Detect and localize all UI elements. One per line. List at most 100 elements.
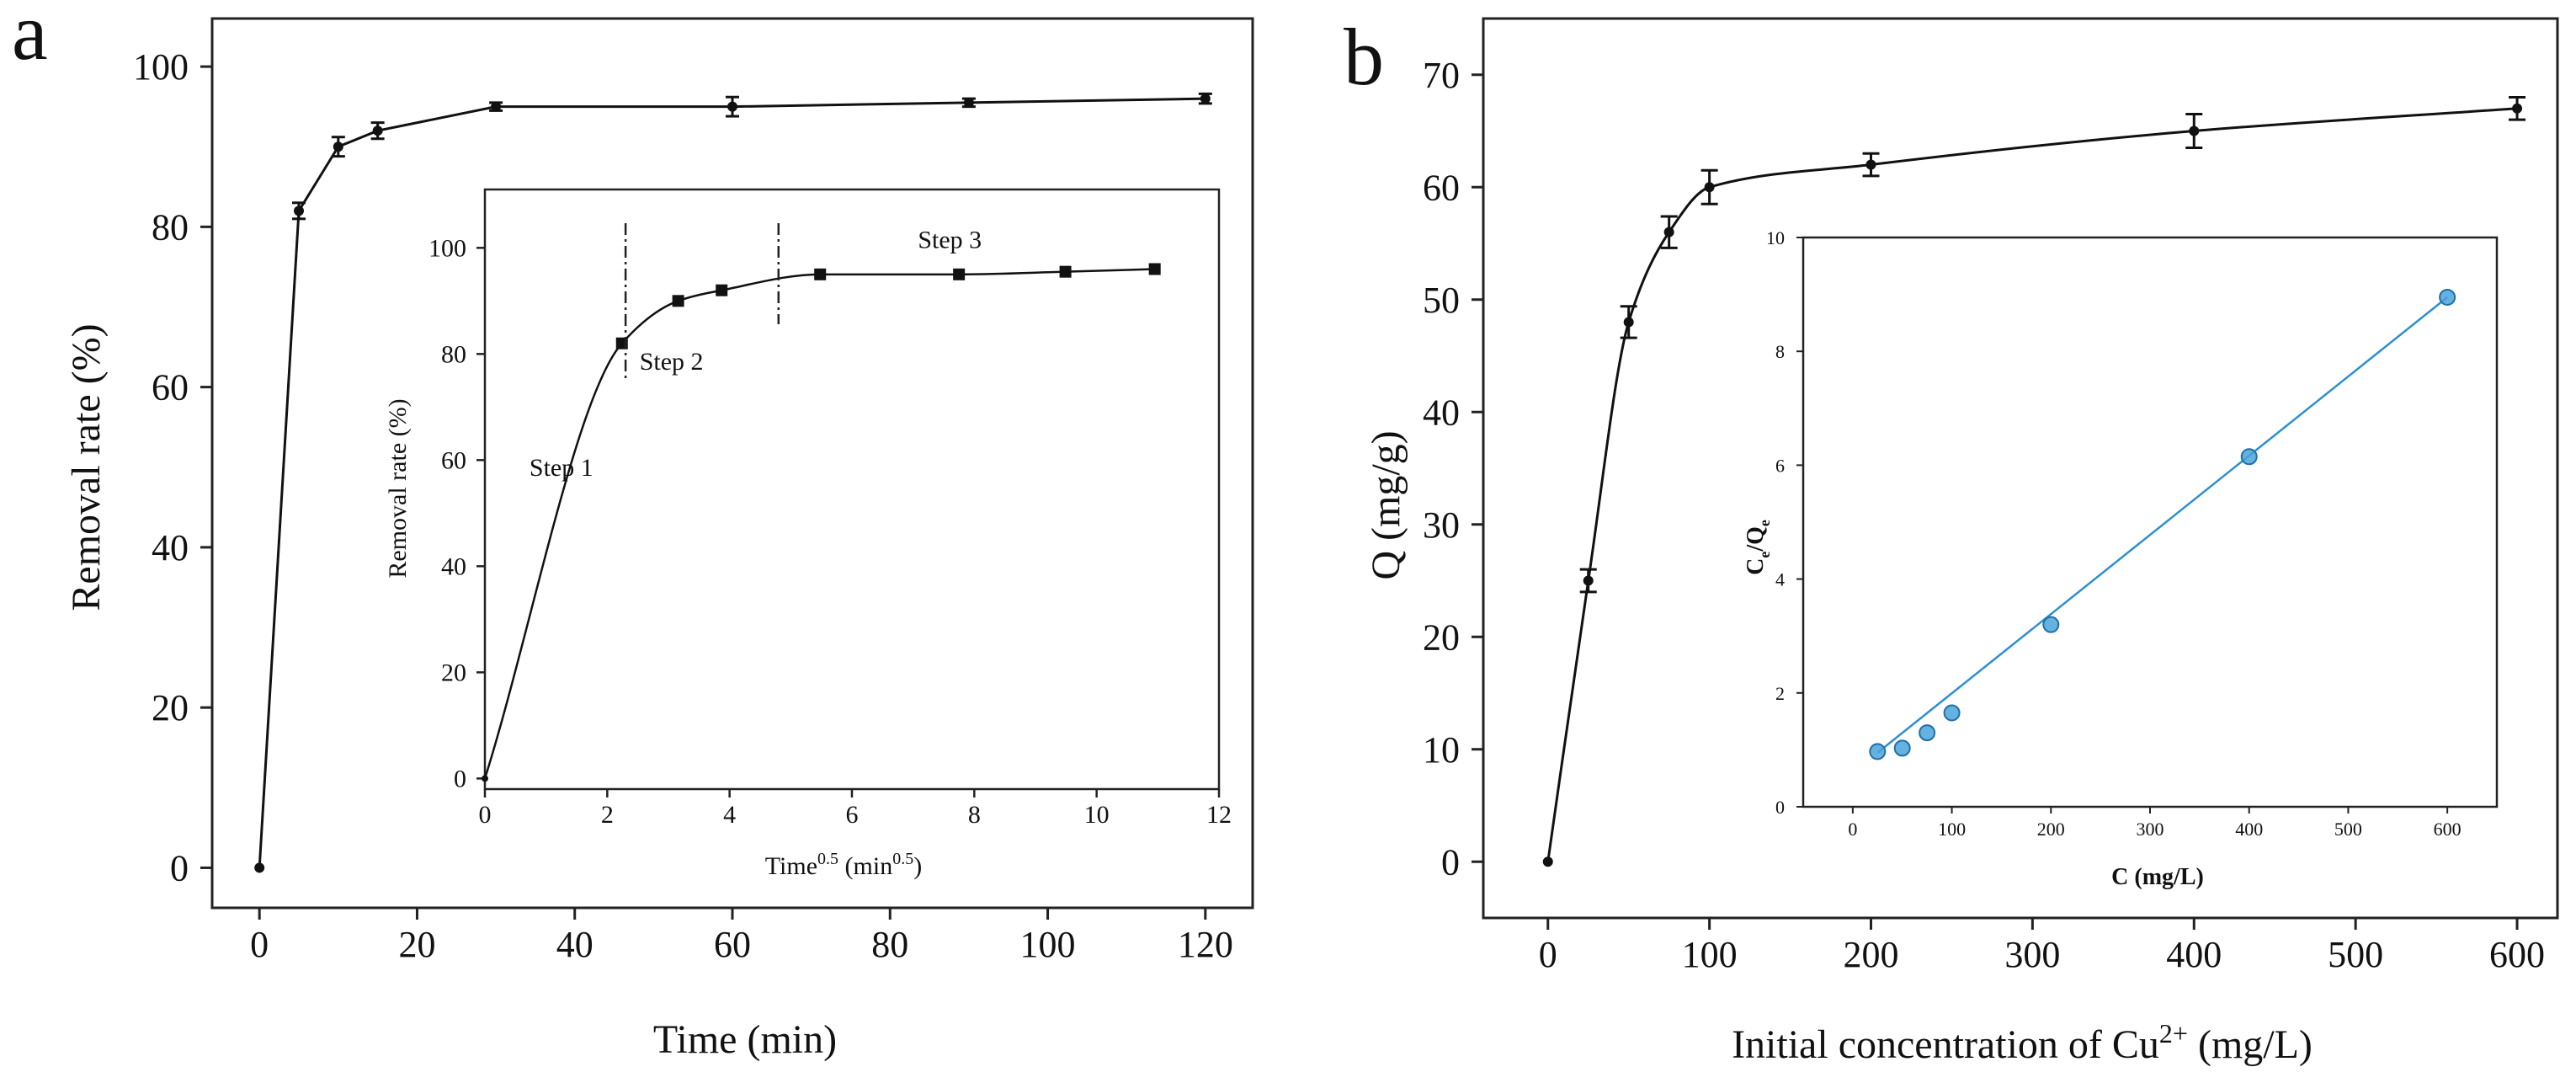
panel-a-data-point: [254, 862, 265, 873]
panel-b-data-point: [1663, 227, 1674, 237]
panel-a-data-point: [963, 97, 974, 108]
panel-b-ytick-label: 0: [1441, 841, 1460, 883]
panel-a-inset-data-point: [953, 268, 966, 280]
panel-a-data-point: [294, 205, 304, 216]
panel-b-inset-plot: 0 100 200 300 400 500 600 0 2 4 6 8 10: [1766, 227, 2499, 840]
panel-a-data-point: [491, 101, 502, 112]
panel-a-inset-ytick-label: 80: [441, 340, 466, 368]
panel-b-inset-xlabel: C (mg/L): [2111, 864, 2204, 890]
panel-b-ytick-label: 40: [1423, 392, 1460, 433]
panel-a-inset-xtick-label: 6: [846, 801, 859, 829]
panel-a-inset-xtick-label: 12: [1206, 801, 1232, 829]
panel-a-inset-series-line: [483, 268, 1155, 779]
panel-b-data-point: [2512, 103, 2523, 114]
panel-a-inset-data-point: [1059, 265, 1072, 278]
panel-b-ytick-label: 30: [1423, 504, 1460, 546]
panel-a-inset-step-label: Step 2: [640, 348, 704, 376]
panel-b-plot-frame: [1482, 17, 2559, 920]
panel-b-inset-xtick-label: 100: [1938, 819, 1966, 840]
panel-b-ytick-label: 10: [1423, 729, 1460, 771]
panel-a-data-point: [727, 101, 737, 112]
panel-b-inset: 0 100 200 300 400 500 600 0 2 4 6 8 10 C (mg/L) Ce/Q…: [1743, 227, 2499, 890]
panel-a-inset-xtick-label: 8: [968, 801, 981, 829]
panel-b-inset-data-point: [1869, 743, 1887, 760]
panel-a-inset-data-point: [814, 268, 827, 280]
panel-b-inset-ytick-label: 4: [1775, 569, 1785, 590]
panel-b-xtick-label: 0: [1539, 934, 1557, 975]
panel-a-inset-xtick-label: 10: [1084, 801, 1110, 829]
panel-b-inset-xtick-label: 300: [2137, 819, 2164, 840]
panel-b-ytick-label: 50: [1423, 280, 1460, 321]
panel-a-xtick-label: 40: [556, 924, 593, 965]
panel-a-ytick-label: 100: [133, 46, 189, 88]
panel-a-ytick-label: 60: [152, 367, 189, 408]
panel-b-inset-xtick-label: 600: [2434, 819, 2462, 840]
panel-a-inset-ylabel: Removal rate (%): [384, 398, 412, 578]
panel-a-data-point: [372, 125, 383, 136]
panel-b-inset-ytick-label: 6: [1775, 455, 1785, 476]
panel-a-inset-xtick-label: 2: [601, 801, 614, 829]
panel-a-xlabel: Time (min): [653, 1017, 837, 1062]
panel-a-ytick-label: 80: [152, 206, 189, 248]
panel-b-ylabel: Q (mg/g): [1364, 430, 1408, 579]
panel-a-inset-plot: 0 2 4 6 8 10 12 0 20 40 60 80 100 Step 1 Step 2 Step 3: [428, 188, 1232, 829]
panel-b-data-point: [1542, 856, 1553, 867]
panel-b-label: b: [1344, 12, 1384, 102]
panel-b-inset-ytick-label: 8: [1775, 341, 1785, 362]
panel-b-inset-xtick-label: 400: [2235, 819, 2263, 840]
panel-b-ytick-label: 70: [1423, 55, 1460, 96]
panel-a-ytick-label: 0: [170, 847, 189, 888]
panel-a-inset-xtick-label: 4: [723, 801, 736, 829]
panel-b-inset-fit-line: [1876, 296, 2448, 754]
panel-a-inset-ytick-label: 0: [454, 765, 466, 792]
panel-b-inset-ytick-label: 10: [1766, 227, 1785, 248]
panel-a-inset-xtick-label: 0: [479, 801, 492, 829]
panel-a-data-point: [1200, 93, 1211, 104]
panel-b-data-point: [1623, 317, 1634, 328]
panel-b-inset-xtick-label: 200: [2037, 819, 2065, 840]
panel-b-xtick-label: 300: [2004, 934, 2060, 975]
panel-a-inset-step-label: Step 3: [918, 226, 982, 253]
panel-a-xtick-label: 120: [1178, 924, 1233, 965]
panel-b-inset-data-point: [2439, 288, 2456, 306]
panel-a-xtick-label: 80: [871, 924, 908, 965]
panel-b-inset-data-point: [1919, 724, 1936, 742]
panel-a-ytick-label: 20: [152, 687, 189, 728]
panel-a-xtick-label: 100: [1020, 924, 1076, 965]
panel-b-inset-ytick-label: 0: [1775, 797, 1785, 818]
panel-b-inset-ylabel: Ce/Qe: [1743, 520, 1773, 575]
panel-b-inset-data-point: [1893, 739, 1911, 757]
panel-b-ytick-label: 60: [1423, 167, 1460, 208]
panel-b-ytick-label: 20: [1423, 616, 1460, 658]
panel-b-xlabel: Initial concentration of Cu2+ (mg/L): [1732, 1018, 2313, 1067]
panel-b-data-point: [1865, 159, 1876, 170]
panel-b-inset-ytick-label: 2: [1775, 683, 1785, 704]
panel-a-inset-xlabel: Time0.5 (min0.5): [765, 850, 922, 880]
panel-b-xtick-label: 400: [2166, 934, 2222, 975]
panel-b-data-point: [1583, 575, 1594, 586]
panel-a-data-point: [333, 141, 343, 152]
panel-a-inset-data-point: [672, 295, 684, 307]
panel-b-data-point: [1704, 182, 1715, 193]
panel-a-xtick-label: 60: [714, 924, 751, 965]
panel-b-xtick-label: 100: [1682, 934, 1738, 975]
panel-a-xtick-label: 20: [398, 924, 435, 965]
panel-a-inset-data-point: [482, 775, 488, 782]
panel-a-label: a: [12, 0, 48, 77]
panel-a-inset-ytick-label: 100: [428, 234, 466, 262]
panel-b-xtick-label: 200: [1844, 934, 1899, 975]
panel-b-inset-data-point: [2042, 616, 2060, 633]
panel-a-inset-ytick-label: 20: [441, 659, 466, 686]
panel-a-inset-frame: [483, 188, 1221, 791]
panel-b-xtick-label: 600: [2489, 934, 2545, 975]
panel-a-inset-step-label: Step 1: [530, 454, 593, 482]
panel-a-inset-data-point: [1148, 263, 1161, 275]
panel-a-inset-data-point: [716, 284, 728, 296]
panel-b-inset-frame: [1802, 236, 2499, 808]
